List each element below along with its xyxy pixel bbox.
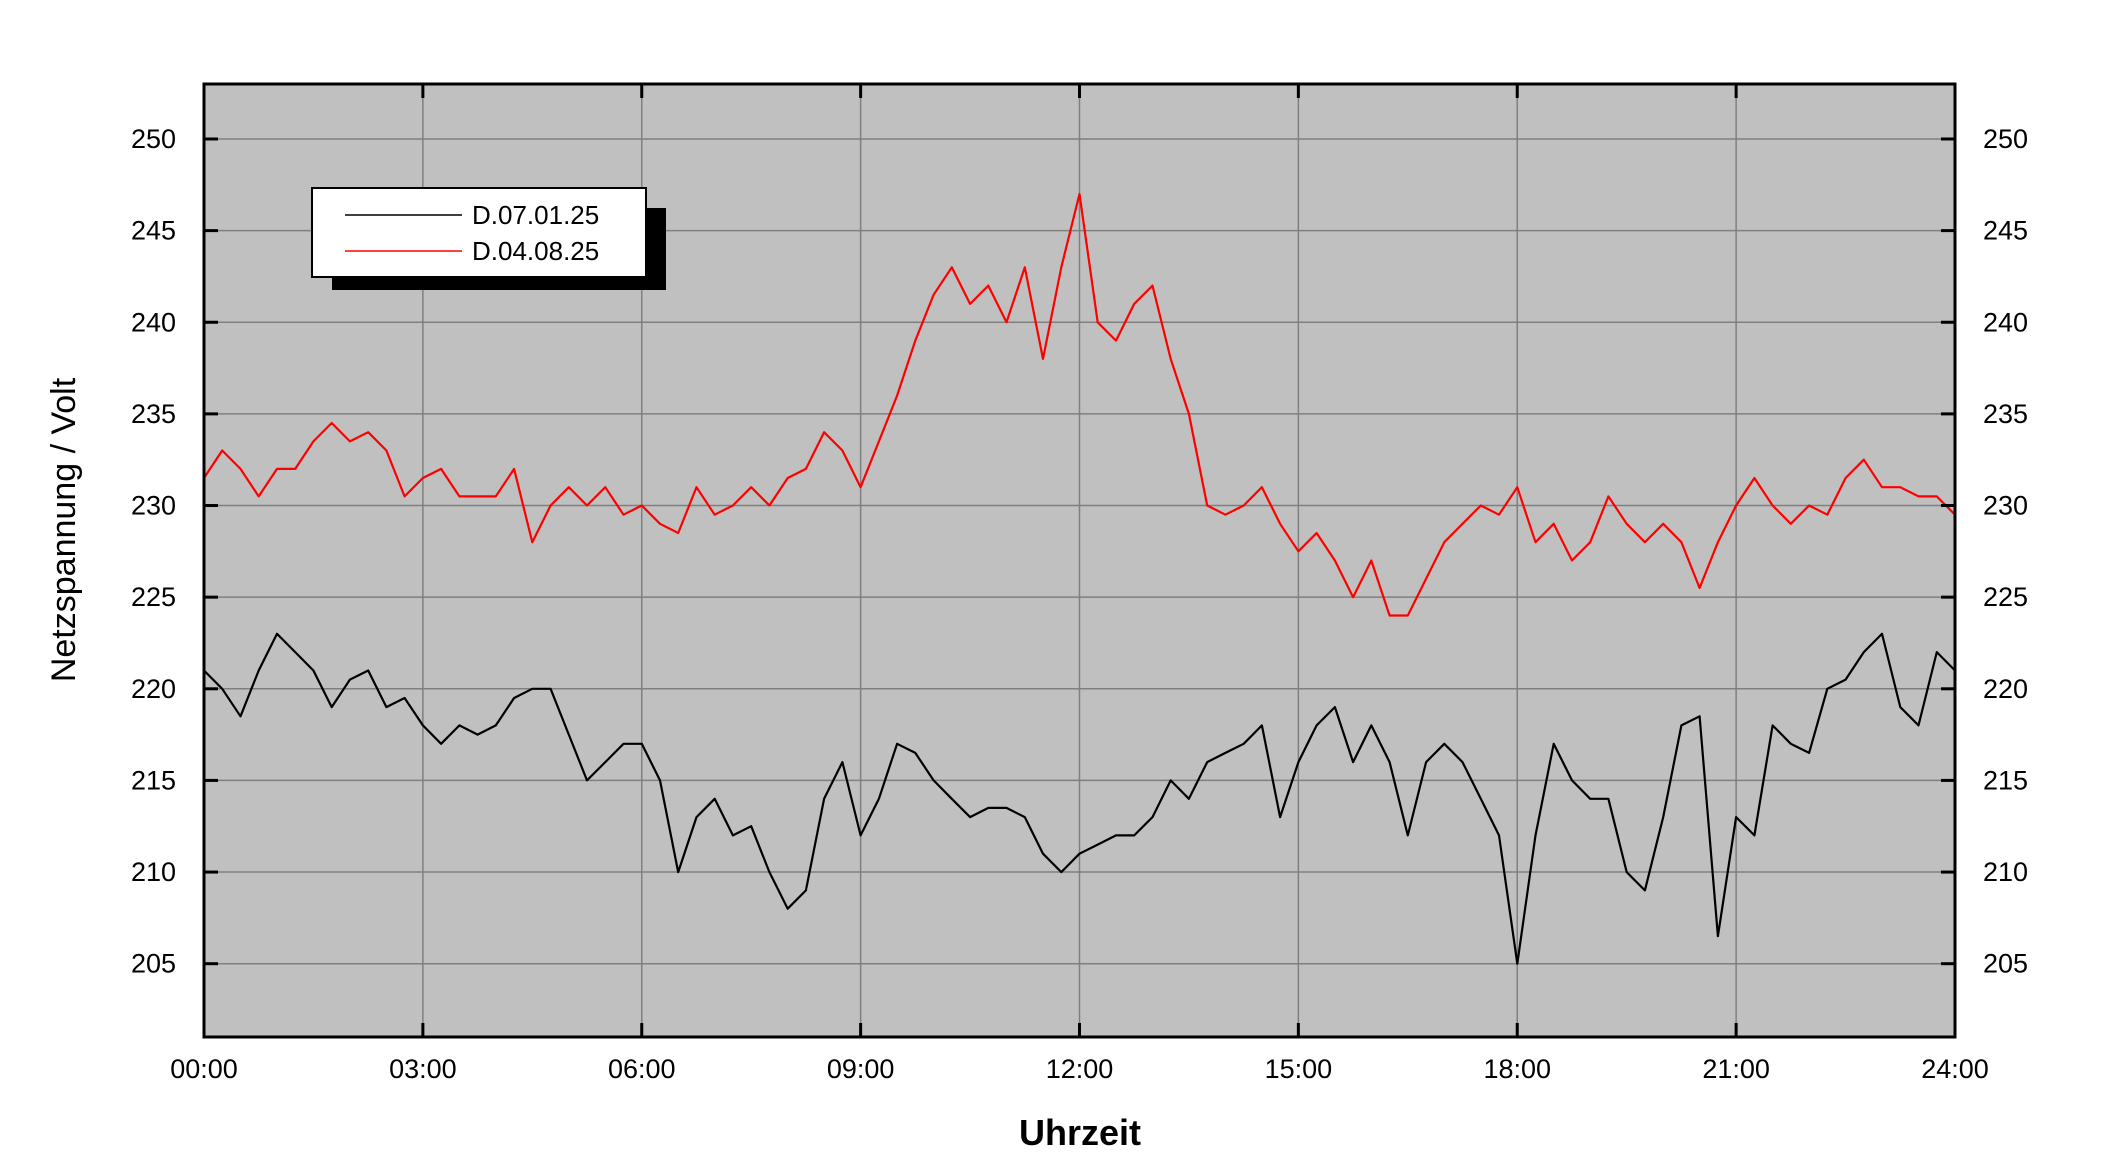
legend-label: D.07.01.25 (472, 200, 599, 230)
y-tick-label: 250 (131, 124, 176, 154)
y2-tick-label: 250 (1983, 124, 2028, 154)
y2-tick-label: 215 (1983, 765, 2028, 795)
y-tick-label: 210 (131, 857, 176, 887)
y2-tick-label: 205 (1983, 949, 2028, 979)
y2-tick-label: 225 (1983, 582, 2028, 612)
series-line (203, 632, 1956, 965)
y2-tick-label: 235 (1983, 399, 2028, 429)
series-line (203, 192, 1956, 617)
x-tick-label: 03:00 (389, 1054, 457, 1084)
y-tick-label: 220 (131, 674, 176, 704)
ticks: 205 205 210 210 215 215 220 220 225 225 230 230 235 2… (131, 84, 2028, 1084)
x-tick-label: 24:00 (1921, 1054, 1989, 1084)
y2-tick-label: 230 (1983, 491, 2028, 521)
x-tick-label: 06:00 (608, 1054, 676, 1084)
x-axis-label: Uhrzeit (1019, 1112, 1141, 1153)
y-tick-label: 205 (131, 949, 176, 979)
x-tick-label: 18:00 (1483, 1054, 1551, 1084)
y-tick-label: 225 (131, 582, 176, 612)
y-tick-label: 235 (131, 399, 176, 429)
legend-label: D.04.08.25 (472, 236, 599, 266)
y2-tick-label: 210 (1983, 857, 2028, 887)
lines (203, 192, 1956, 965)
legend: D.07.01.25 D.04.08.25 (311, 187, 666, 290)
y2-tick-label: 245 (1983, 216, 2028, 246)
x-tick-label: 15:00 (1265, 1054, 1333, 1084)
x-tick-label: 12:00 (1046, 1054, 1114, 1084)
x-tick-label: 09:00 (827, 1054, 895, 1084)
y2-tick-label: 240 (1983, 307, 2028, 337)
x-tick-label: 21:00 (1702, 1054, 1770, 1084)
y-tick-label: 230 (131, 491, 176, 521)
y-axis-label: Netzspannung / Volt (45, 377, 83, 682)
y-tick-label: 245 (131, 216, 176, 246)
x-tick-label: 00:00 (170, 1054, 238, 1084)
y-tick-label: 240 (131, 307, 176, 337)
legend-box (311, 187, 647, 278)
y-tick-label: 215 (131, 765, 176, 795)
y2-tick-label: 220 (1983, 674, 2028, 704)
